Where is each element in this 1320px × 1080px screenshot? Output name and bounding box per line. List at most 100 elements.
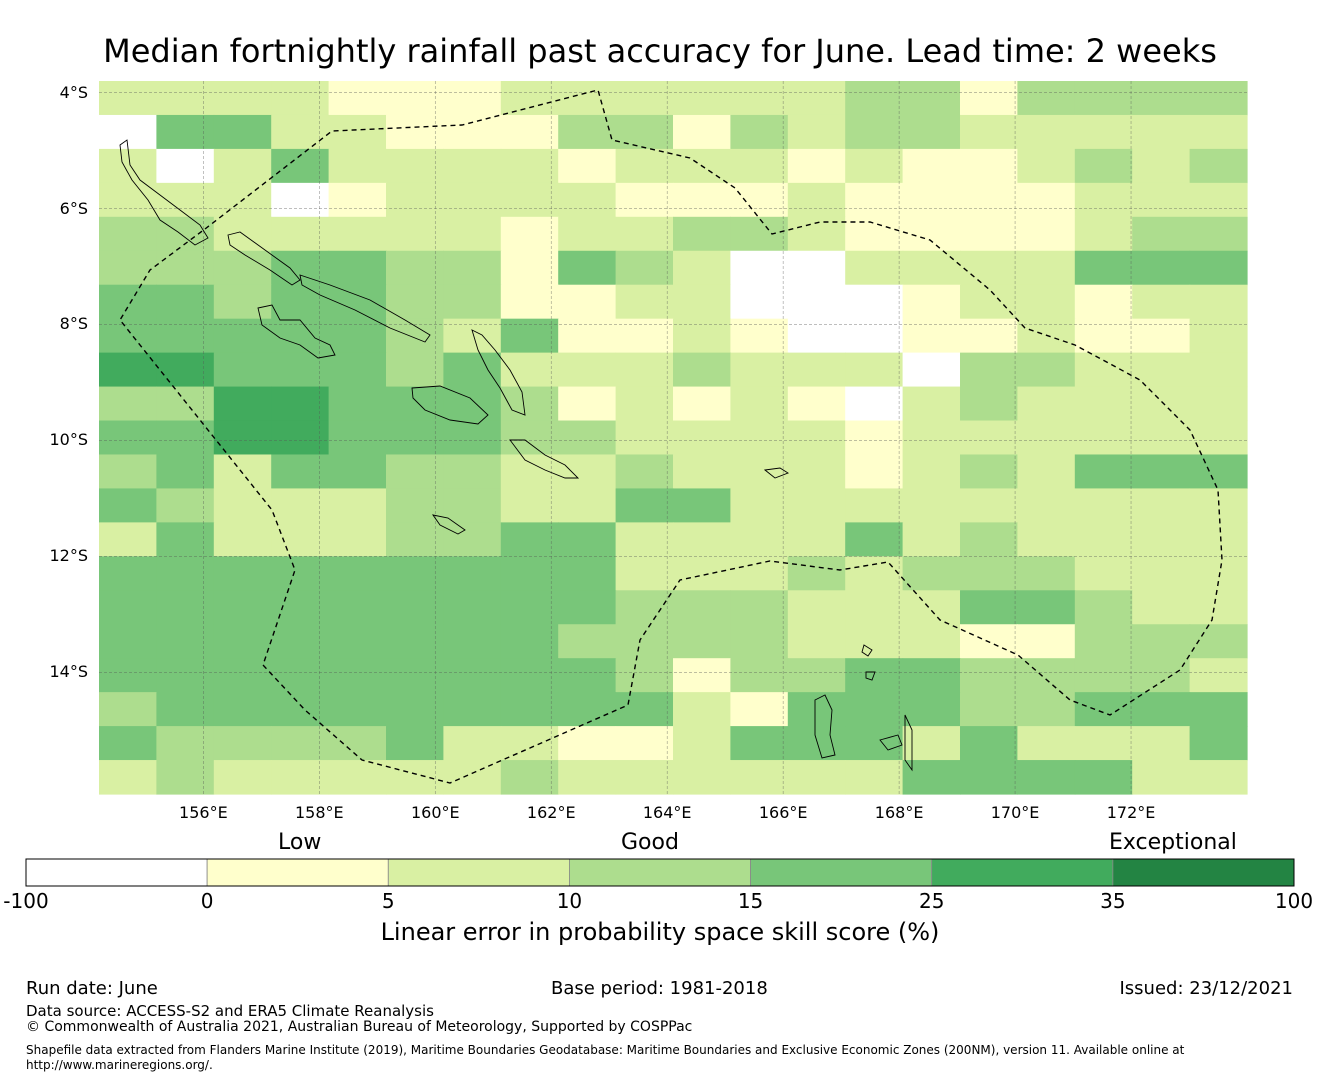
lon-tick-label: 156°E	[179, 803, 228, 822]
grid-cell	[673, 386, 731, 422]
grid-cell	[730, 420, 789, 456]
grid-cell	[845, 590, 904, 625]
grid-cell	[673, 556, 731, 591]
grid-cell	[960, 114, 1018, 150]
colorbar-bin	[25, 858, 208, 887]
grid-cell	[1017, 284, 1076, 320]
grid-cell	[787, 454, 846, 490]
grid-cell	[328, 658, 387, 693]
grid-cell	[156, 658, 215, 693]
grid-cell	[902, 488, 961, 523]
grid-cell	[156, 522, 215, 557]
grid-cell	[500, 250, 559, 286]
grid-cell	[1017, 352, 1076, 388]
colorbar-tick-label: 15	[737, 889, 764, 913]
lat-tick-label: 6°S	[59, 198, 88, 218]
coastline-bougainville	[119, 139, 209, 246]
grid-cell	[156, 352, 215, 388]
coastline-malaita	[471, 329, 526, 416]
grid-cell	[1132, 522, 1191, 557]
grid-cell	[960, 284, 1018, 320]
grid-cell	[1189, 352, 1248, 388]
grid-cell	[328, 250, 387, 286]
grid-cell	[730, 556, 789, 591]
grid-cell	[386, 148, 444, 184]
grid-cell	[1074, 454, 1133, 490]
grid-cell	[558, 624, 617, 659]
grid-cell	[558, 114, 617, 150]
grid-cell	[787, 726, 846, 761]
grid-cell	[156, 250, 215, 286]
colorbar-tick-label: 10	[556, 889, 583, 913]
grid-cell	[271, 590, 330, 625]
grid-cell	[558, 182, 617, 218]
grid-cell	[156, 81, 215, 116]
grid-cell	[386, 760, 444, 795]
grid-cell	[1132, 556, 1191, 591]
grid-cell	[615, 522, 674, 557]
grid-cell	[845, 658, 904, 693]
grid-cell	[271, 284, 330, 320]
grid-cell	[328, 420, 387, 456]
grid-cell	[615, 148, 674, 184]
grid-cell	[845, 352, 904, 388]
skill-grid	[99, 81, 1248, 795]
grid-cell	[443, 488, 502, 523]
grid-cell	[271, 726, 330, 761]
grid-cell	[328, 284, 387, 320]
grid-cell	[156, 692, 215, 727]
grid-cell	[500, 726, 559, 761]
grid-cell	[99, 624, 157, 659]
grid-cell	[1132, 590, 1191, 625]
grid-cell	[386, 454, 444, 490]
grid-cell	[902, 216, 961, 252]
grid-cell	[213, 522, 272, 557]
grid-cell	[213, 386, 272, 422]
grid-cell	[99, 726, 157, 761]
grid-cell	[1074, 182, 1133, 218]
grid-cell	[787, 386, 846, 422]
grid-cell	[156, 726, 215, 761]
grid-cell	[615, 760, 674, 795]
grid-cell	[213, 454, 272, 490]
grid-cell	[845, 182, 904, 218]
grid-cell	[443, 556, 502, 591]
grid-cell	[99, 182, 157, 218]
colorbar-bin	[206, 858, 389, 887]
grid-cell	[156, 556, 215, 591]
grid-cell	[787, 182, 846, 218]
grid-cell	[156, 624, 215, 659]
grid-cell	[328, 590, 387, 625]
grid-cell	[99, 81, 157, 116]
grid-cell	[328, 556, 387, 591]
grid-cell	[615, 590, 674, 625]
grid-cell	[902, 284, 961, 320]
grid-cell	[730, 658, 789, 693]
grid-cell	[1074, 760, 1133, 795]
coastline-makira	[509, 439, 580, 479]
grid-cell	[1017, 81, 1076, 116]
grid-cell	[443, 760, 502, 795]
grid-cell	[443, 590, 502, 625]
grid-cell	[500, 658, 559, 693]
grid-cell	[845, 386, 904, 422]
grid-cell	[156, 454, 215, 490]
coastline-rennell	[431, 514, 466, 535]
colorbar-tick-label: 100	[1274, 889, 1314, 913]
grid-cell	[1132, 692, 1191, 727]
grid-cell	[730, 726, 789, 761]
grid-cell	[1017, 726, 1076, 761]
shapefile-credit: Shapefile data extracted from Flanders M…	[26, 1043, 1185, 1057]
grid-cell	[673, 81, 731, 116]
grid-cell	[500, 420, 559, 456]
grid-cell	[1132, 148, 1191, 184]
map-title: Median fortnightly rainfall past accurac…	[103, 32, 1217, 70]
grid-cell	[960, 216, 1018, 252]
grid-cell	[902, 182, 961, 218]
grid-cell	[156, 760, 215, 795]
grid-cell	[730, 522, 789, 557]
grid-cell	[1074, 318, 1133, 354]
grid-cell	[673, 216, 731, 252]
grid-cell	[500, 81, 559, 116]
grid-cell	[787, 556, 846, 591]
